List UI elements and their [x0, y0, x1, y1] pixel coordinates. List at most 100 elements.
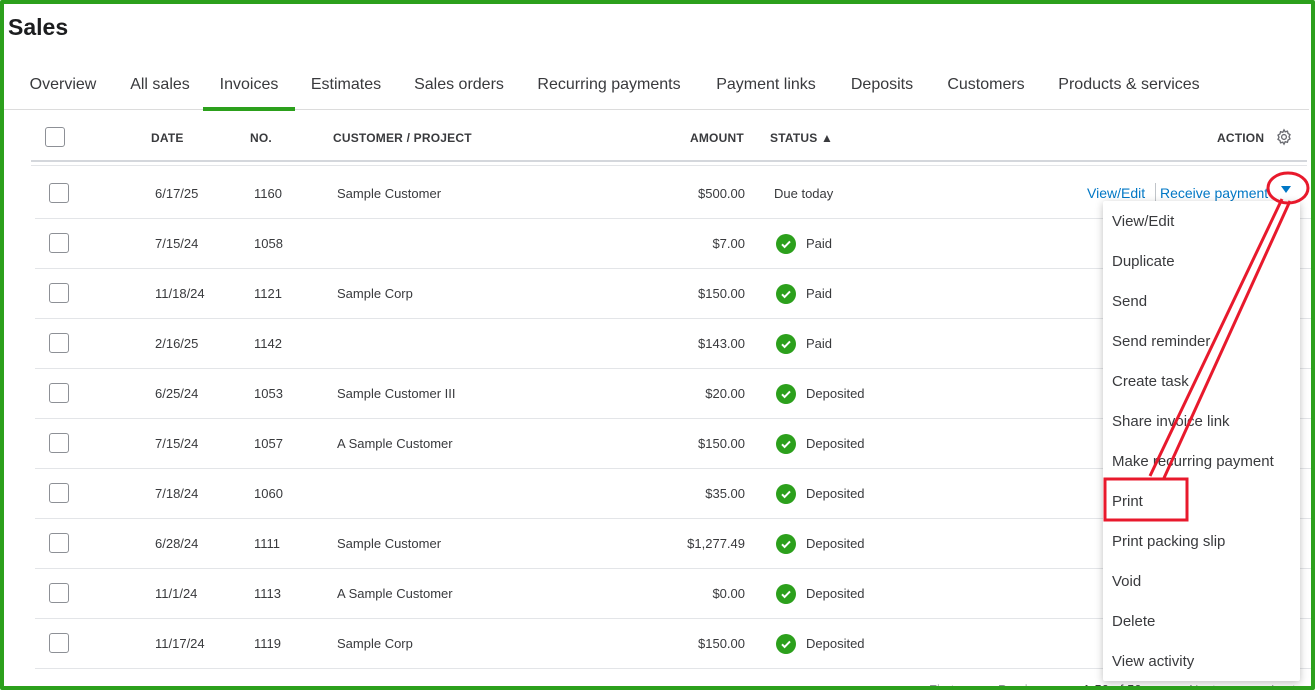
table-row[interactable]: 2/16/25 1142 $143.00 Paid	[35, 319, 1311, 369]
row-checkbox[interactable]	[49, 383, 69, 403]
tab-recurring-payments[interactable]: Recurring payments	[537, 76, 681, 93]
menu-item-view-activity[interactable]: View activity	[1112, 653, 1195, 670]
cell-status: Deposited	[806, 436, 865, 451]
menu-item-void[interactable]: Void	[1112, 573, 1142, 590]
table-row[interactable]: 6/25/24 1053 Sample Customer III $20.00 Depo…	[35, 369, 1311, 419]
table-row[interactable]: 11/1/24 1113 A Sample Customer $0.00 Deposit…	[35, 569, 1311, 619]
pagination-next[interactable]: Next	[1189, 682, 1216, 690]
receive-payment-link[interactable]: Receive payment	[1160, 185, 1269, 201]
cell-amount: $1,277.49	[687, 536, 745, 551]
table-row[interactable]: 11/18/24 1121 Sample Corp $150.00 Paid	[35, 269, 1311, 319]
tab-all-sales[interactable]: All sales	[130, 76, 190, 93]
menu-item-share-invoice-link[interactable]: Share invoice link	[1112, 413, 1230, 430]
table-row[interactable]: 7/15/24 1058 $7.00 Paid	[35, 219, 1311, 269]
check-circle-icon	[776, 634, 796, 654]
tab-overview[interactable]: Overview	[29, 76, 97, 93]
header-amount[interactable]: AMOUNT	[690, 131, 744, 145]
menu-item-make-recurring-payment[interactable]: Make recurring payment	[1112, 453, 1274, 470]
caret-down-icon[interactable]	[1281, 186, 1291, 193]
row-checkbox[interactable]	[49, 183, 69, 203]
cell-status: Paid	[806, 236, 833, 251]
pagination-first[interactable]: First	[929, 682, 955, 690]
cell-status: Deposited	[806, 386, 865, 401]
gear-icon[interactable]	[1275, 128, 1293, 146]
action-separator	[1155, 183, 1156, 203]
cell-customer: Sample Corp	[337, 636, 413, 651]
check-circle-icon	[776, 284, 796, 304]
cell-date: 7/15/24	[155, 236, 199, 251]
cell-date: 11/1/24	[155, 586, 198, 601]
menu-item-view-edit[interactable]: View/Edit	[1112, 213, 1175, 230]
table-row[interactable]: 7/18/24 1060 $35.00 Deposited	[35, 469, 1311, 519]
header-customer[interactable]: CUSTOMER / PROJECT	[333, 131, 472, 145]
row-checkbox[interactable]	[49, 283, 69, 303]
cell-amount: $500.00	[698, 186, 745, 201]
cell-number: 1057	[254, 436, 283, 451]
table-row[interactable]: 7/15/24 1057 A Sample Customer $150.00 Depos…	[35, 419, 1311, 469]
row-checkbox[interactable]	[49, 633, 69, 653]
row-checkbox[interactable]	[49, 483, 69, 503]
tab-estimates[interactable]: Estimates	[310, 76, 382, 93]
cell-date: 11/17/24	[155, 636, 205, 651]
row-checkbox[interactable]	[49, 533, 69, 553]
cell-amount: $150.00	[698, 436, 745, 451]
cell-customer: A Sample Customer	[337, 436, 453, 451]
check-circle-icon	[776, 334, 796, 354]
cell-number: 1060	[254, 486, 283, 501]
cell-status: Due today	[774, 186, 834, 201]
menu-item-send-reminder[interactable]: Send reminder	[1112, 333, 1211, 350]
action-dropdown-menu: View/Edit Duplicate Send Send reminder C…	[1103, 201, 1300, 681]
cell-date: 7/18/24	[155, 486, 199, 501]
cell-customer: Sample Customer III	[337, 386, 456, 401]
tab-products-services[interactable]: Products & services	[1058, 76, 1200, 93]
tab-payment-links[interactable]: Payment links	[716, 76, 816, 93]
header-status[interactable]: STATUS ▲	[770, 131, 834, 145]
cell-date: 7/15/24	[155, 436, 199, 451]
view-edit-link[interactable]: View/Edit	[1087, 185, 1146, 201]
tab-invoices[interactable]: Invoices	[203, 62, 295, 111]
tab-deposits[interactable]: Deposits	[850, 76, 914, 93]
cell-amount: $143.00	[698, 336, 745, 351]
pagination-previous[interactable]: Previous	[998, 682, 1049, 690]
row-checkbox[interactable]	[49, 433, 69, 453]
cell-status: Deposited	[806, 586, 865, 601]
cell-status: Paid	[806, 336, 833, 351]
menu-item-print-packing-slip[interactable]: Print packing slip	[1112, 533, 1226, 550]
cell-number: 1058	[254, 236, 283, 251]
check-circle-icon	[776, 484, 796, 504]
check-circle-icon	[776, 234, 796, 254]
pagination-last[interactable]: Last	[1271, 682, 1296, 690]
tab-customers[interactable]: Customers	[947, 76, 1025, 93]
menu-item-create-task[interactable]: Create task	[1112, 373, 1189, 390]
table-row[interactable]: 6/28/24 1111 Sample Customer $1,277.49 Depos…	[35, 519, 1311, 569]
cell-amount: $150.00	[698, 636, 745, 651]
table-row[interactable]: 6/17/25 1160 Sample Customer $500.00 Due tod…	[35, 169, 1311, 219]
menu-item-delete[interactable]: Delete	[1112, 613, 1156, 630]
cell-customer: A Sample Customer	[337, 586, 453, 601]
cell-status: Paid	[806, 286, 833, 301]
check-circle-icon	[776, 584, 796, 604]
cell-date: 6/17/25	[155, 186, 199, 201]
cell-status: Deposited	[806, 536, 865, 551]
header-divider	[31, 165, 1307, 166]
cell-amount: $35.00	[705, 486, 745, 501]
page-title: Sales	[8, 14, 69, 40]
menu-item-duplicate[interactable]: Duplicate	[1112, 253, 1175, 270]
cell-date: 11/18/24	[155, 286, 205, 301]
tab-bar: Overview All sales Invoices Estimates Sa…	[4, 62, 1309, 111]
row-checkbox[interactable]	[49, 583, 69, 603]
cell-status: Deposited	[806, 486, 865, 501]
header-no[interactable]: NO.	[250, 131, 272, 145]
table-row[interactable]: 11/17/24 1119 Sample Corp $150.00 Deposited	[35, 619, 1311, 669]
header-date[interactable]: DATE	[151, 131, 184, 145]
tab-sales-orders[interactable]: Sales orders	[414, 76, 504, 93]
pagination-range: 1-50 of 50	[1083, 682, 1142, 690]
cell-date: 2/16/25	[155, 336, 199, 351]
menu-item-send[interactable]: Send	[1112, 293, 1148, 310]
cell-amount: $0.00	[712, 586, 745, 601]
row-checkbox[interactable]	[49, 233, 69, 253]
row-checkbox[interactable]	[49, 333, 69, 353]
menu-item-print[interactable]: Print	[1112, 493, 1143, 510]
select-all-checkbox[interactable]	[45, 127, 65, 147]
